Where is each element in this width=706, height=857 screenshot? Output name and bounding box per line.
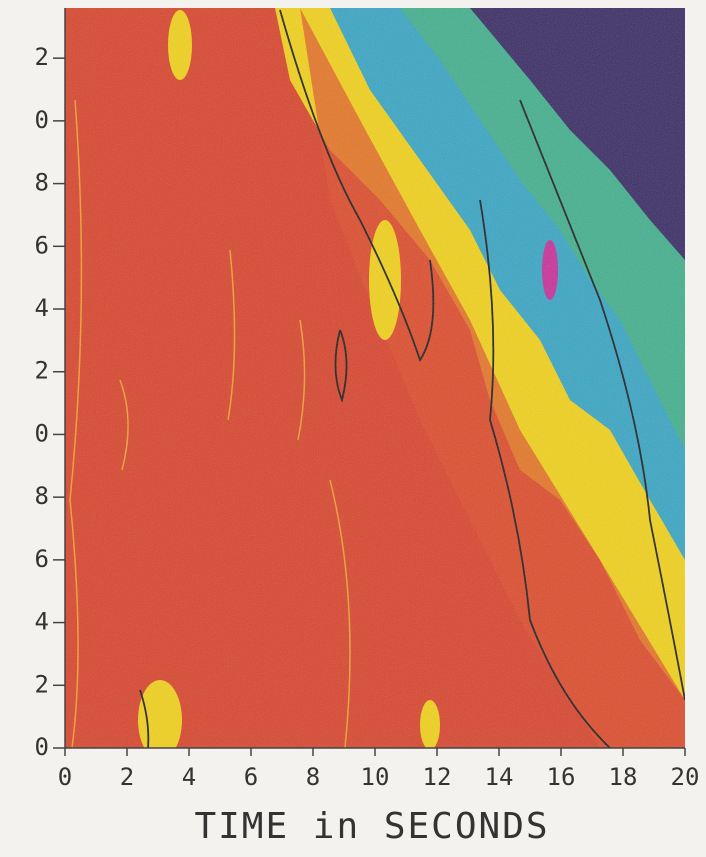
x-tick-label: 10 [361,763,390,791]
x-tick-label: 2 [120,763,134,791]
x-tick-label: 12 [423,763,452,791]
y-tick-label: 0 [35,419,49,447]
x-tick-label: 4 [182,763,196,791]
y-tick-label: 0 [35,106,49,134]
x-tick-label: 8 [306,763,320,791]
y-tick-label: 0 [35,733,49,761]
y-tick-label: 8 [35,482,49,510]
x-tick-label: 20 [671,763,700,791]
x-tick-label: 16 [547,763,576,791]
y-tick-label: 6 [35,231,49,259]
x-axis-label: TIME in SECONDS [194,806,549,847]
x-tick-label: 14 [485,763,514,791]
y-tick-label: 4 [35,294,49,322]
x-tick-label: 0 [58,763,72,791]
y-tick-label: 6 [35,545,49,573]
y-tick-label: 2 [35,357,49,385]
contour-field [65,8,685,748]
y-tick-label: 4 [35,608,49,636]
y-tick-label: 2 [35,43,49,71]
y-tick-label: 2 [35,670,49,698]
y-tick-label: 8 [35,169,49,197]
x-tick-label: 6 [244,763,258,791]
x-tick-label: 18 [609,763,638,791]
